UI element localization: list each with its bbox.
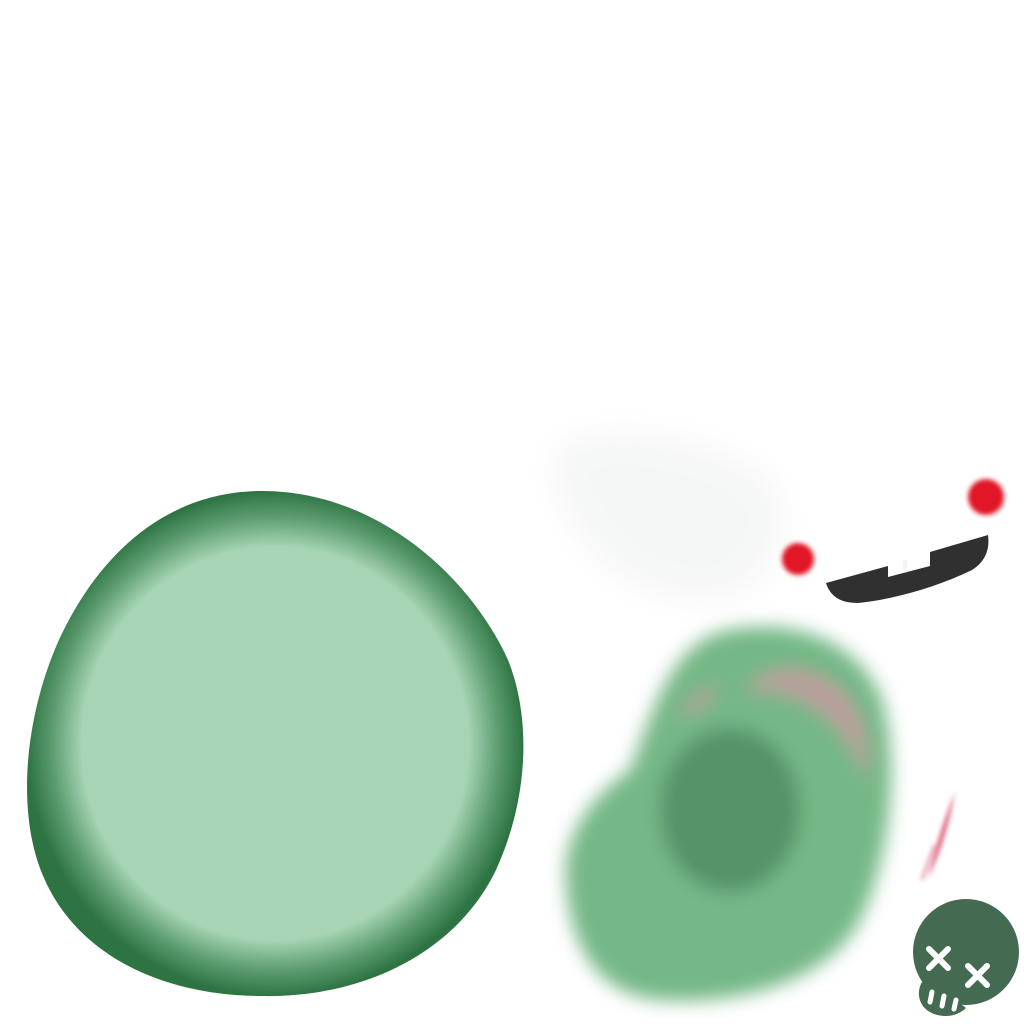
blob-streak-right <box>745 668 869 780</box>
blob-nucleus <box>660 728 800 892</box>
mouth-tooth <box>903 560 907 573</box>
blob-streak-left <box>678 686 718 716</box>
mouth <box>826 535 989 603</box>
left-eye <box>782 543 814 575</box>
right-eye <box>968 479 1004 515</box>
large-cell <box>27 491 524 997</box>
blob-creature <box>565 626 891 1001</box>
slash-mark <box>928 792 955 878</box>
skull-icon-button[interactable] <box>908 896 1024 1024</box>
skull-icon <box>913 899 1019 1017</box>
large-cell-body <box>27 491 524 997</box>
slash-mark-tail <box>920 844 937 881</box>
hidden-face <box>782 479 1004 603</box>
ghost-shadow <box>552 431 785 602</box>
